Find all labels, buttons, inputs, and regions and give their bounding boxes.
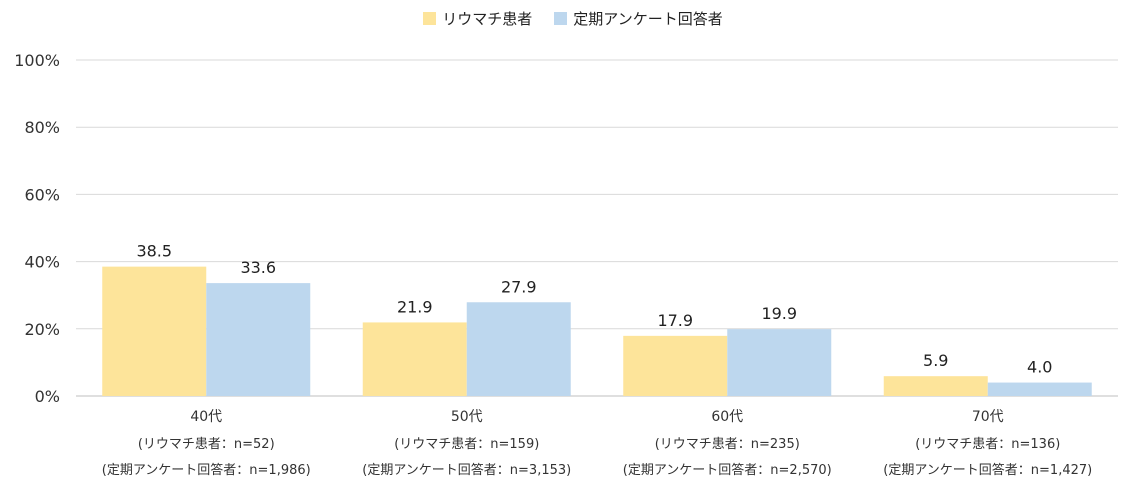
data-label: 21.9 (397, 297, 433, 316)
x-tick-label: 70代 (972, 409, 1004, 425)
x-tick-label: 50代 (451, 409, 483, 425)
x-tick-label: 60代 (711, 409, 743, 425)
y-tick-label: 60% (24, 185, 60, 204)
x-tick-sublabel: (定期アンケート回答者：n=1,986) (102, 462, 311, 478)
data-label: 27.9 (501, 277, 537, 296)
x-tick-label: 40代 (190, 409, 222, 425)
y-tick-label: 80% (24, 118, 60, 137)
y-tick-label: 20% (24, 320, 60, 339)
legend-swatch-series-1 (423, 12, 437, 25)
data-label: 33.6 (240, 258, 276, 277)
bar-series-2 (466, 302, 571, 396)
y-tick-label: 100% (14, 51, 60, 70)
data-label: 4.0 (1027, 358, 1052, 377)
x-tick-sublabel: (リウマチ患者：n=136) (915, 437, 1060, 452)
x-tick-sublabel: (定期アンケート回答者：n=2,570) (623, 462, 832, 478)
bar-series-1 (623, 335, 728, 396)
legend-item-series-1: リウマチ患者 (423, 8, 532, 29)
x-tick-sublabel: (定期アンケート回答者：n=3,153) (362, 462, 571, 478)
y-tick-label: 0% (35, 387, 60, 406)
data-label: 17.9 (657, 311, 693, 330)
legend-swatch-series-2 (554, 12, 568, 25)
legend-item-series-2: 定期アンケート回答者 (554, 8, 723, 29)
bar-series-2 (206, 283, 311, 396)
x-tick-sublabel: (リウマチ患者：n=235) (655, 437, 800, 452)
bar-series-1 (102, 266, 207, 396)
data-label: 19.9 (761, 304, 797, 323)
bar-series-2 (987, 382, 1092, 396)
x-tick-sublabel: (リウマチ患者：n=52) (138, 437, 275, 452)
legend: リウマチ患者 定期アンケート回答者 (0, 8, 1146, 29)
legend-label-series-2: 定期アンケート回答者 (573, 10, 723, 28)
data-label: 38.5 (136, 242, 172, 261)
legend-label-series-1: リウマチ患者 (442, 10, 533, 28)
y-tick-label: 40% (24, 253, 60, 272)
data-label: 5.9 (923, 351, 948, 370)
x-tick-sublabel: (リウマチ患者：n=159) (394, 437, 539, 452)
bar-series-1 (362, 322, 467, 396)
bar-series-2 (727, 329, 832, 396)
bar-series-1 (883, 376, 988, 396)
x-tick-sublabel: (定期アンケート回答者：n=1,427) (883, 462, 1092, 478)
